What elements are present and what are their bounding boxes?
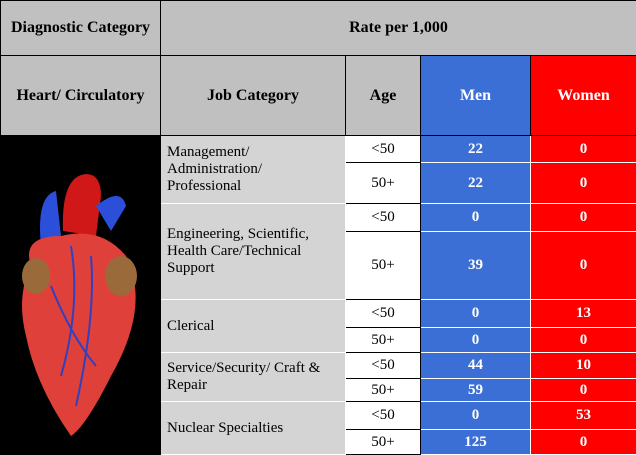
job-category: Clerical <box>161 300 346 353</box>
women-rate: 0 <box>531 328 636 353</box>
women-rate: 53 <box>531 402 636 430</box>
header-cell: Rate per 1,000 <box>161 1 636 56</box>
age-group: <50 <box>346 402 421 430</box>
age-group: 50+ <box>346 430 421 455</box>
women-rate: 0 <box>531 430 636 455</box>
heart-illustration <box>1 136 159 449</box>
header-cell: Men <box>421 56 531 136</box>
men-rate: 125 <box>421 430 531 455</box>
men-rate: 39 <box>421 232 531 300</box>
women-rate: 0 <box>531 379 636 402</box>
job-category: Management/ Administration/ Professional <box>161 136 346 204</box>
subheader-row: Heart/ Circulatory Job Category Age Men … <box>1 56 636 136</box>
job-category: Service/Security/ Craft & Repair <box>161 353 346 402</box>
age-group: <50 <box>346 300 421 328</box>
header-cell: Age <box>346 56 421 136</box>
rate-table: Diagnostic Category Rate per 1,000 Heart… <box>0 0 636 455</box>
men-rate: 22 <box>421 163 531 204</box>
men-rate: 44 <box>421 353 531 379</box>
age-group: 50+ <box>346 163 421 204</box>
age-group: 50+ <box>346 328 421 353</box>
men-rate: 0 <box>421 300 531 328</box>
job-category: Nuclear Specialties <box>161 402 346 455</box>
page: Diagnostic Category Rate per 1,000 Heart… <box>0 0 636 450</box>
women-rate: 0 <box>531 163 636 204</box>
header-cell: Heart/ Circulatory <box>1 56 161 136</box>
job-category: Engineering, Scientific, Health Care/Tec… <box>161 204 346 300</box>
men-rate: 0 <box>421 328 531 353</box>
women-rate: 0 <box>531 232 636 300</box>
header-cell: Women <box>531 56 636 136</box>
men-rate: 59 <box>421 379 531 402</box>
women-rate: 10 <box>531 353 636 379</box>
age-group: <50 <box>346 204 421 232</box>
header-cell: Diagnostic Category <box>1 1 161 56</box>
age-group: 50+ <box>346 232 421 300</box>
header-row: Diagnostic Category Rate per 1,000 <box>1 1 636 56</box>
header-cell: Job Category <box>161 56 346 136</box>
women-rate: 0 <box>531 136 636 163</box>
men-rate: 0 <box>421 204 531 232</box>
women-rate: 0 <box>531 204 636 232</box>
men-rate: 0 <box>421 402 531 430</box>
data-row: Management/ Administration/ Professional… <box>1 136 636 163</box>
age-group: 50+ <box>346 379 421 402</box>
age-group: <50 <box>346 353 421 379</box>
women-rate: 13 <box>531 300 636 328</box>
men-rate: 22 <box>421 136 531 163</box>
age-group: <50 <box>346 136 421 163</box>
heart-image <box>1 136 161 455</box>
